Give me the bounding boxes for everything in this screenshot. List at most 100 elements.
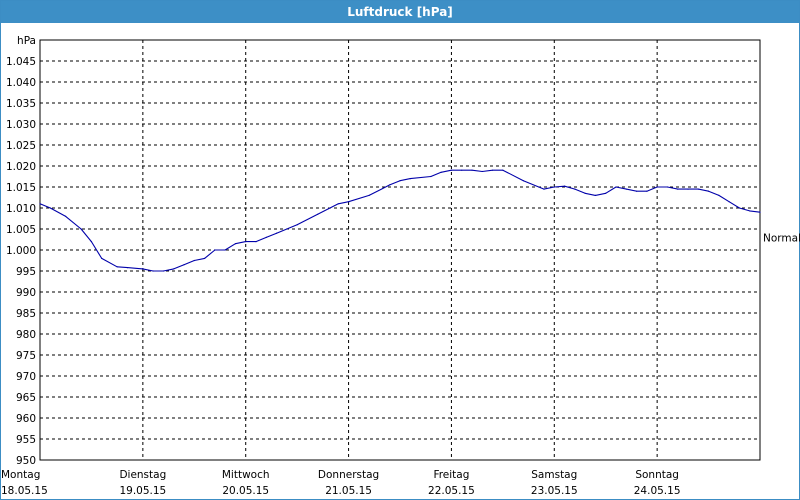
y-axis-label: hPa	[17, 35, 36, 47]
data-point	[749, 210, 751, 212]
data-point	[183, 264, 185, 266]
data-point	[491, 169, 494, 171]
x-tick-date: 23.05.15	[531, 485, 578, 497]
y-tick-label: 1.030	[6, 119, 36, 131]
data-point	[502, 169, 504, 171]
data-point	[173, 268, 175, 270]
data-point	[574, 188, 576, 190]
y-tick-label: 1.015	[6, 182, 36, 194]
data-point	[234, 243, 237, 245]
x-tick-day: Donnerstag	[318, 469, 379, 481]
data-point	[162, 270, 165, 272]
data-point	[389, 184, 391, 186]
data-point	[615, 186, 617, 188]
y-tick-label: 1.035	[6, 98, 36, 110]
data-point	[553, 186, 555, 188]
data-point	[635, 190, 638, 192]
y-tick-label: 995	[16, 266, 36, 278]
data-point	[718, 194, 720, 196]
data-point	[543, 188, 545, 190]
data-point	[440, 171, 442, 173]
x-tick-date: 22.05.15	[428, 485, 475, 497]
data-point	[152, 270, 154, 272]
window-title: Luftdruck [hPa]	[1, 1, 799, 23]
y-tick-label: 950	[16, 455, 36, 467]
data-point	[39, 203, 41, 205]
data-point	[471, 169, 473, 171]
data-point	[666, 186, 669, 188]
data-point	[450, 169, 453, 171]
data-point	[101, 257, 103, 259]
y-tick-label: 980	[16, 329, 36, 341]
data-point	[481, 170, 483, 173]
data-point	[646, 190, 648, 192]
y-tick-label: 1.020	[6, 161, 36, 173]
y-tick-label: 1.025	[6, 140, 36, 152]
data-point	[728, 201, 730, 203]
x-tick-day: Mittwoch	[222, 469, 270, 481]
data-point	[368, 194, 370, 196]
data-point	[430, 175, 432, 178]
y-tick-label: 955	[16, 434, 36, 446]
x-tick-date: 18.05.15	[1, 485, 48, 497]
data-point	[80, 228, 82, 230]
data-point	[116, 266, 118, 268]
y-tick-label: 975	[16, 350, 36, 362]
data-point	[759, 211, 761, 213]
data-point	[255, 241, 257, 243]
data-point	[656, 186, 658, 188]
y-axis: 950 955 960 965 970 975 980 985 990 995 1.000 1.005…	[6, 35, 36, 467]
x-axis: Montag 18.05.15 Dienstag 19.05.15 Mittwoch 20…	[1, 469, 681, 497]
y-tick-label: 1.010	[6, 203, 36, 215]
data-point	[399, 180, 401, 182]
data-point	[605, 192, 607, 194]
data-point	[296, 224, 298, 226]
y-tick-label: 1.040	[6, 77, 36, 89]
data-point	[90, 241, 93, 243]
data-point	[687, 188, 689, 190]
x-tick-date: 20.05.15	[222, 485, 269, 497]
x-tick-date: 21.05.15	[325, 485, 372, 497]
y-tick-label: 960	[16, 413, 36, 425]
data-point	[193, 259, 195, 262]
y-tick-label: 1.045	[6, 56, 36, 68]
data-point	[214, 249, 216, 251]
reference-label: Normal	[763, 232, 800, 244]
data-point	[584, 192, 586, 194]
x-tick-day: Dienstag	[119, 469, 166, 481]
x-tick-date: 19.05.15	[119, 485, 166, 497]
x-tick-date: 24.05.15	[634, 485, 681, 497]
data-point	[677, 188, 679, 190]
y-tick-label: 1.000	[6, 245, 36, 257]
y-tick-label: 970	[16, 371, 36, 383]
data-point	[65, 215, 67, 217]
y-tick-label: 965	[16, 392, 36, 404]
y-tick-label: 1.005	[6, 224, 36, 236]
y-tick-label: 990	[16, 287, 36, 299]
data-point	[337, 203, 339, 205]
data-point	[142, 268, 144, 270]
x-tick-day: Montag	[1, 469, 40, 481]
data-point	[224, 249, 226, 251]
data-point	[265, 236, 267, 238]
data-point	[594, 194, 597, 196]
data-point	[245, 241, 247, 243]
data-point	[317, 213, 319, 215]
x-tick-day: Freitag	[433, 469, 469, 481]
series-layer	[39, 169, 761, 272]
x-tick-day: Sonntag	[635, 469, 679, 481]
data-point	[697, 188, 699, 190]
reference-line: Normal	[763, 232, 800, 244]
data-point	[563, 185, 566, 187]
data-point	[707, 190, 710, 192]
data-point	[49, 207, 51, 209]
data-point	[409, 178, 411, 180]
data-point	[275, 232, 278, 234]
y-tick-label: 985	[16, 308, 36, 320]
data-point	[461, 169, 463, 171]
data-point	[203, 257, 206, 259]
data-point	[126, 267, 129, 269]
data-point	[625, 188, 627, 190]
x-tick-day: Samstag	[531, 469, 577, 481]
